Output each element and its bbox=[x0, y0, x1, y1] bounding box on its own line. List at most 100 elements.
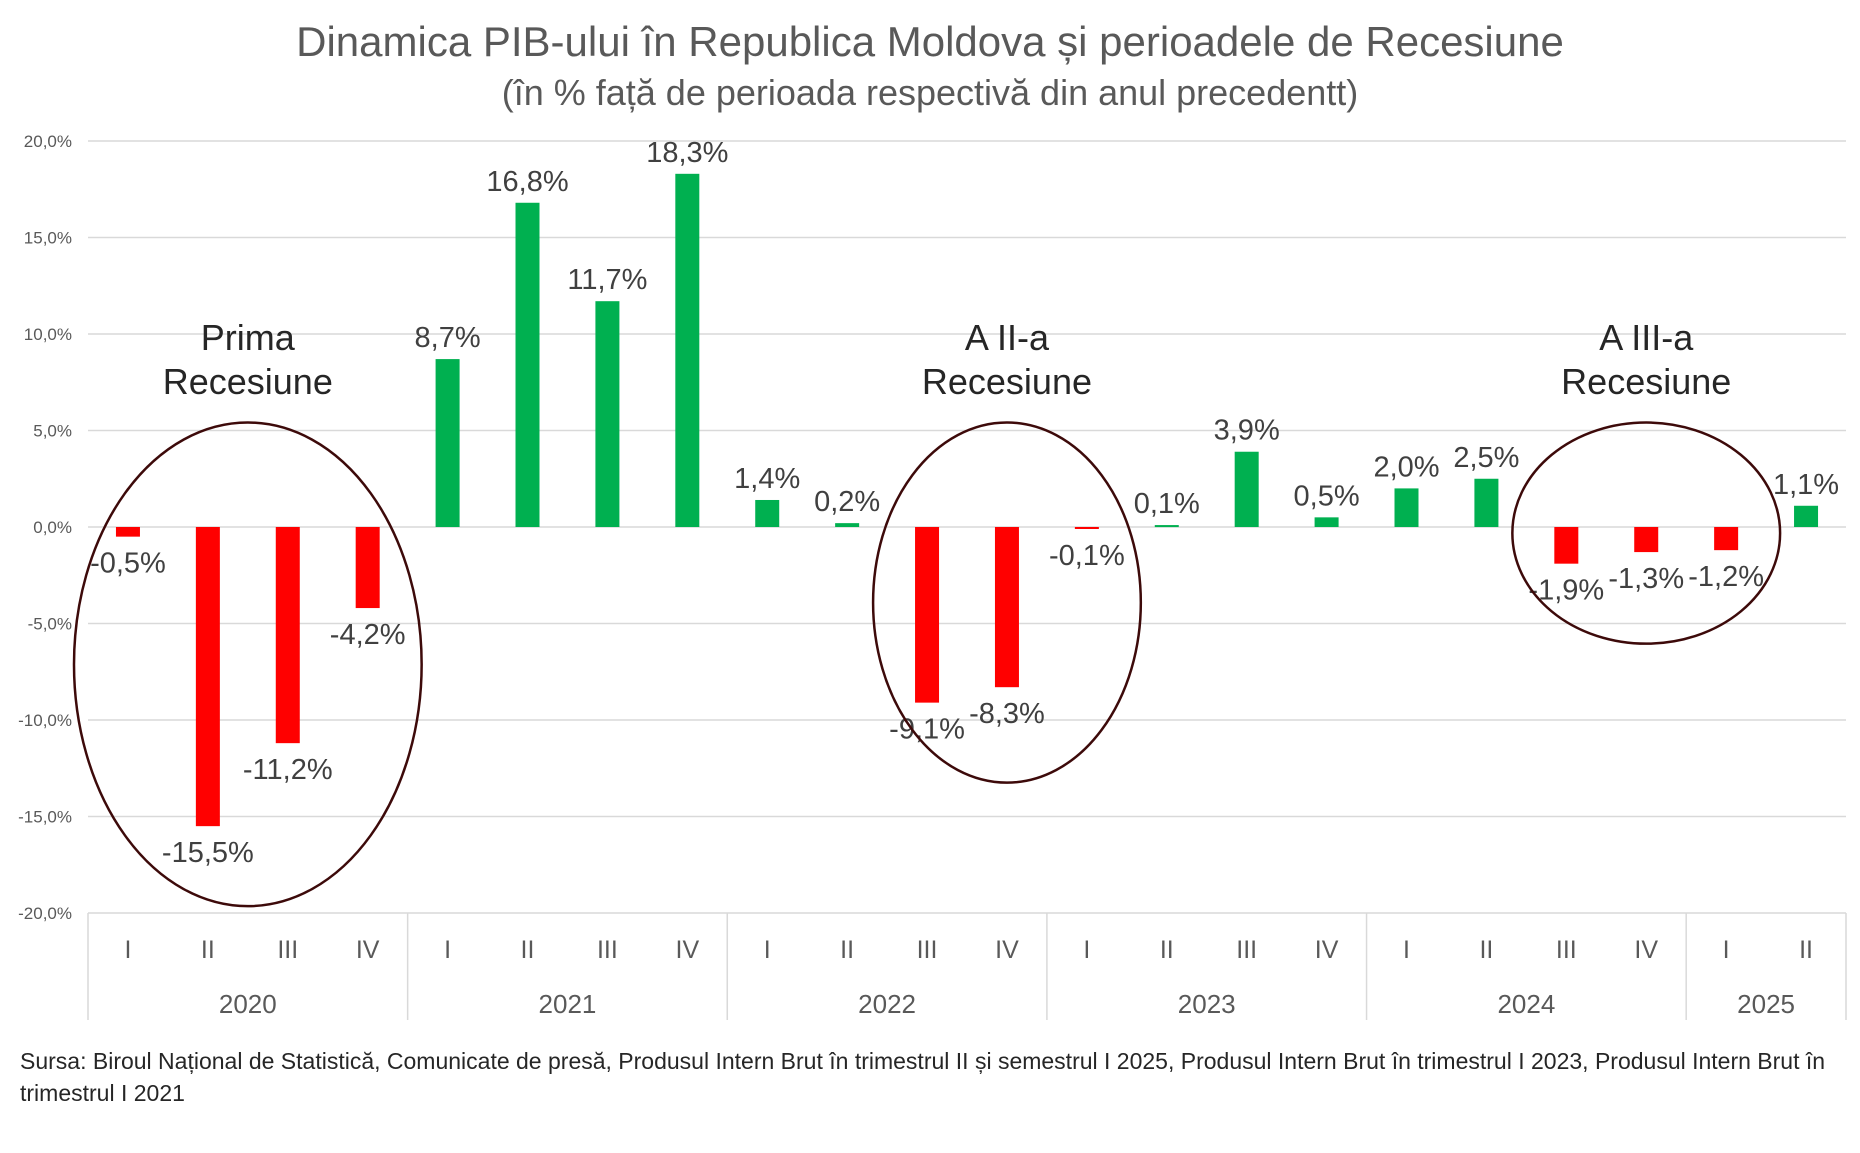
data-label: 2,0% bbox=[1373, 451, 1439, 483]
x-tick-label: II bbox=[1799, 936, 1813, 964]
bar bbox=[755, 499, 780, 527]
bar bbox=[1074, 527, 1099, 529]
bar bbox=[355, 527, 380, 609]
x-tick-label: IV bbox=[676, 936, 700, 964]
recession-ellipses bbox=[72, 421, 1782, 908]
x-tick-label: II bbox=[1160, 936, 1174, 964]
x-tick-label: I bbox=[444, 936, 451, 964]
data-label: 0,2% bbox=[814, 486, 880, 518]
bar bbox=[195, 527, 220, 827]
bar bbox=[1634, 527, 1659, 553]
x-tick-label: II bbox=[840, 936, 854, 964]
x-tick-label: II bbox=[201, 936, 215, 964]
data-label: 0,5% bbox=[1294, 480, 1360, 512]
bar bbox=[1714, 527, 1739, 551]
year-label: 2022 bbox=[858, 989, 916, 1019]
data-label: 1,4% bbox=[734, 463, 800, 495]
gdp-bar-chart: 20,0% 15,0% 10,0% 5,0% 0,0% -5,0% -10,0% -15,0%… bbox=[18, 132, 1847, 1020]
data-label: 3,9% bbox=[1214, 415, 1280, 447]
x-tick-label: III bbox=[1236, 936, 1257, 964]
x-tick-label: IV bbox=[356, 936, 380, 964]
y-tick-label: -15,0% bbox=[18, 808, 72, 827]
x-tick-label: I bbox=[1083, 936, 1090, 964]
bar bbox=[595, 301, 620, 527]
data-label: -4,2% bbox=[330, 619, 406, 651]
y-tick-label: -5,0% bbox=[28, 615, 72, 634]
data-label: 0,1% bbox=[1134, 488, 1200, 520]
year-label: 2025 bbox=[1737, 989, 1795, 1019]
y-tick-label: 20,0% bbox=[24, 132, 72, 151]
data-label: -9,1% bbox=[889, 714, 965, 746]
recession-label: Recesiune bbox=[163, 361, 333, 402]
data-label: 18,3% bbox=[646, 137, 728, 169]
bar bbox=[1394, 488, 1419, 527]
recession-ellipse bbox=[871, 421, 1143, 784]
year-label: 2024 bbox=[1497, 989, 1555, 1019]
data-label: -15,5% bbox=[162, 837, 254, 869]
bar bbox=[915, 527, 940, 703]
recession-ellipse bbox=[72, 421, 423, 908]
bar bbox=[1554, 527, 1579, 564]
y-tick-label: 0,0% bbox=[33, 518, 72, 537]
recession-ellipse bbox=[1511, 421, 1782, 645]
source-note: Sursa: Biroul Național de Statistică, Co… bbox=[20, 1048, 1826, 1106]
data-label: -11,2% bbox=[243, 754, 333, 786]
recession-label: Prima bbox=[201, 317, 296, 358]
bar bbox=[675, 173, 700, 527]
data-label: 8,7% bbox=[415, 322, 481, 354]
year-label: 2020 bbox=[219, 989, 277, 1019]
data-label: -8,3% bbox=[969, 698, 1045, 730]
bar bbox=[515, 202, 540, 527]
gridlines bbox=[88, 140, 1846, 914]
x-tick-label: IV bbox=[1315, 936, 1339, 964]
x-tick-label: III bbox=[1556, 936, 1577, 964]
data-label: -0,5% bbox=[90, 548, 166, 580]
x-tick-label: I bbox=[124, 936, 131, 964]
y-tick-label: 10,0% bbox=[24, 325, 72, 344]
y-axis-tick-labels: 20,0% 15,0% 10,0% 5,0% 0,0% -5,0% -10,0% -15,0%… bbox=[18, 132, 72, 923]
bar bbox=[1234, 451, 1259, 527]
x-tick-label: III bbox=[597, 936, 618, 964]
year-label: 2023 bbox=[1178, 989, 1236, 1019]
chart-title: Dinamica PIB-ului în Republica Moldova ș… bbox=[296, 18, 1564, 65]
recession-label: A II-a bbox=[965, 317, 1050, 358]
y-tick-label: -20,0% bbox=[18, 904, 72, 923]
x-tick-label: II bbox=[521, 936, 535, 964]
data-label: 2,5% bbox=[1453, 442, 1519, 474]
data-label: -0,1% bbox=[1049, 540, 1125, 572]
x-tick-label: I bbox=[1723, 936, 1730, 964]
recession-label: Recesiune bbox=[922, 361, 1092, 402]
data-label: 1,1% bbox=[1773, 469, 1839, 501]
x-tick-label: II bbox=[1479, 936, 1493, 964]
bar bbox=[835, 523, 860, 527]
data-label: 16,8% bbox=[486, 166, 568, 198]
bar bbox=[1314, 517, 1339, 527]
bar bbox=[994, 527, 1019, 688]
x-tick-label: IV bbox=[995, 936, 1019, 964]
data-label: -1,2% bbox=[1688, 561, 1764, 593]
recession-label: Recesiune bbox=[1561, 361, 1731, 402]
y-tick-label: -10,0% bbox=[18, 711, 72, 730]
bar bbox=[1474, 478, 1499, 527]
x-tick-label: I bbox=[764, 936, 771, 964]
bars bbox=[115, 173, 1819, 827]
bar bbox=[1154, 525, 1179, 528]
x-tick-label: I bbox=[1403, 936, 1410, 964]
x-axis: I II III IV I II III IV I II III IV I II III IV I II III IV… bbox=[87, 913, 1847, 1020]
bar bbox=[1794, 505, 1819, 527]
y-tick-label: 5,0% bbox=[33, 422, 72, 441]
chart-subtitle: (în % față de perioada respectivă din an… bbox=[501, 72, 1359, 113]
bar bbox=[435, 359, 460, 527]
year-label: 2021 bbox=[539, 989, 597, 1019]
bar bbox=[275, 527, 300, 744]
x-tick-label: IV bbox=[1634, 936, 1658, 964]
recession-label: A III-a bbox=[1599, 317, 1694, 358]
bar bbox=[115, 527, 140, 537]
data-label: 11,7% bbox=[567, 264, 647, 296]
data-labels: -0,5% -15,5% -11,2% -4,2% 8,7% 16,8% 11,7% 18,3… bbox=[90, 137, 1839, 869]
x-tick-label: III bbox=[277, 936, 298, 964]
data-label: -1,3% bbox=[1608, 563, 1684, 595]
y-tick-label: 15,0% bbox=[24, 229, 72, 248]
x-tick-label: III bbox=[917, 936, 938, 964]
